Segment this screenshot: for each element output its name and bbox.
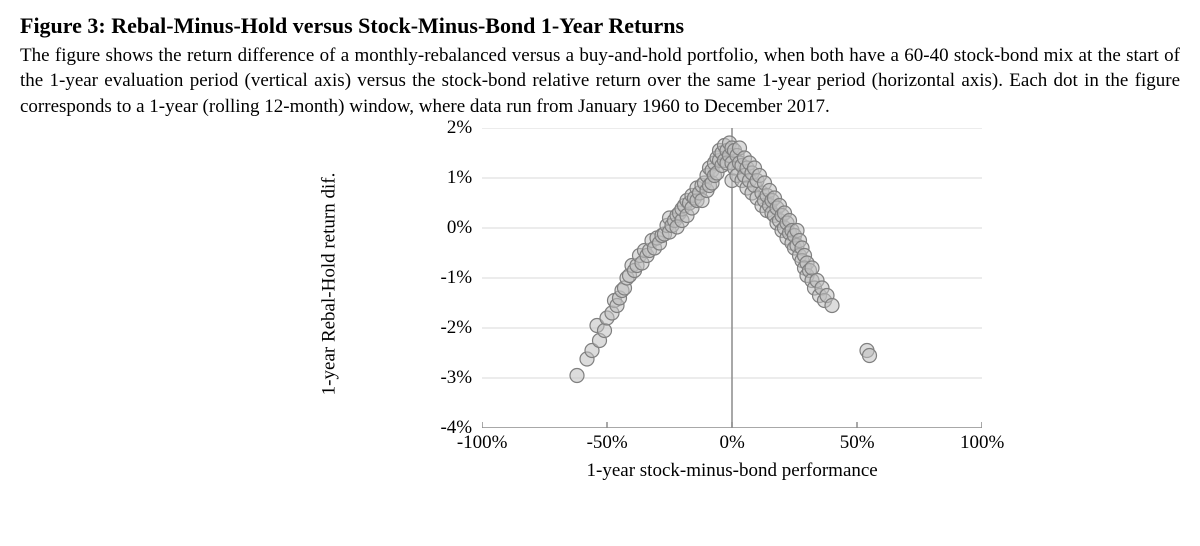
y-axis-ticks: 2%1%0%-1%-2%-3%-4%: [440, 128, 482, 428]
x-axis-label: 1-year stock-minus-bond performance: [482, 460, 982, 482]
scatter-plot: [482, 128, 982, 428]
x-tick-label: 0%: [719, 432, 744, 454]
y-axis-label: 1-year Rebal-Hold return dif.: [318, 172, 340, 395]
x-axis-ticks: -100%-50%0%50%100%: [482, 432, 982, 458]
chart-container: 1-year Rebal-Hold return dif. 2%1%0%-1%-…: [20, 128, 1180, 482]
figure-caption: The figure shows the return difference o…: [20, 43, 1180, 120]
x-tick-label: 50%: [840, 432, 875, 454]
x-tick-label: -100%: [457, 432, 508, 454]
x-tick-label: 100%: [960, 432, 1004, 454]
x-tick-label: -50%: [587, 432, 628, 454]
figure-title: Figure 3: Rebal-Minus-Hold versus Stock-…: [20, 12, 1180, 41]
